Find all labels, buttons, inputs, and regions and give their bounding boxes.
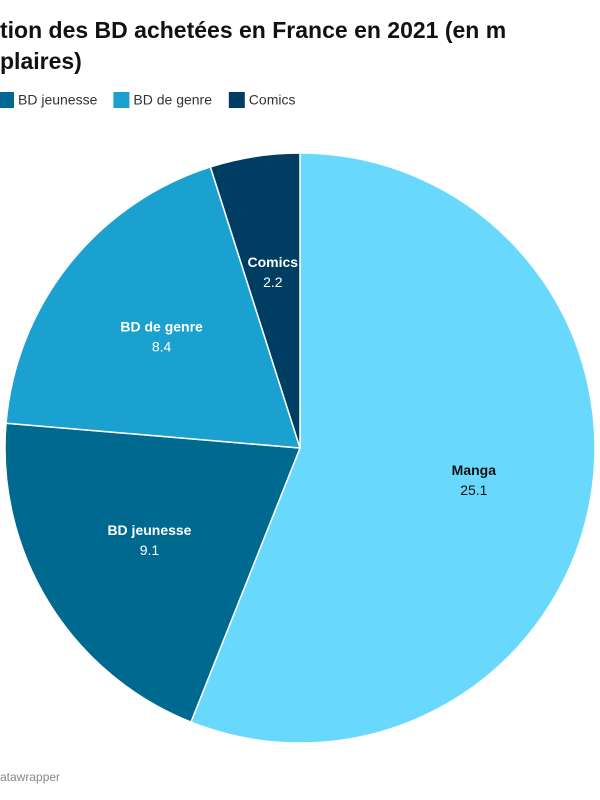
legend-label: Comics (249, 92, 296, 108)
chart-title: tion des BD achetées en France en 2021 (… (0, 17, 506, 43)
legend-label: BD de genre (133, 92, 212, 108)
chart-title: plaires) (0, 48, 82, 74)
legend-swatch (228, 92, 245, 108)
source: atawrapper (0, 770, 60, 784)
slice-value: 8.4 (152, 338, 172, 354)
slice-label: Manga (452, 462, 497, 478)
legend-label: BD jeunesse (18, 92, 98, 108)
pie-slice (209, 152, 301, 449)
legend-swatch (0, 92, 14, 108)
pie-slice (5, 165, 302, 449)
slice-value: 2.2 (263, 274, 283, 290)
pie-slice (4, 422, 302, 724)
slice-value: 25.1 (460, 482, 487, 498)
pie-slice (189, 152, 596, 744)
slice-label: BD de genre (120, 318, 203, 334)
slice-label: BD jeunesse (107, 522, 191, 538)
legend-swatch (113, 92, 130, 108)
slice-value: 9.1 (140, 542, 160, 558)
slice-label: Comics (248, 254, 299, 270)
